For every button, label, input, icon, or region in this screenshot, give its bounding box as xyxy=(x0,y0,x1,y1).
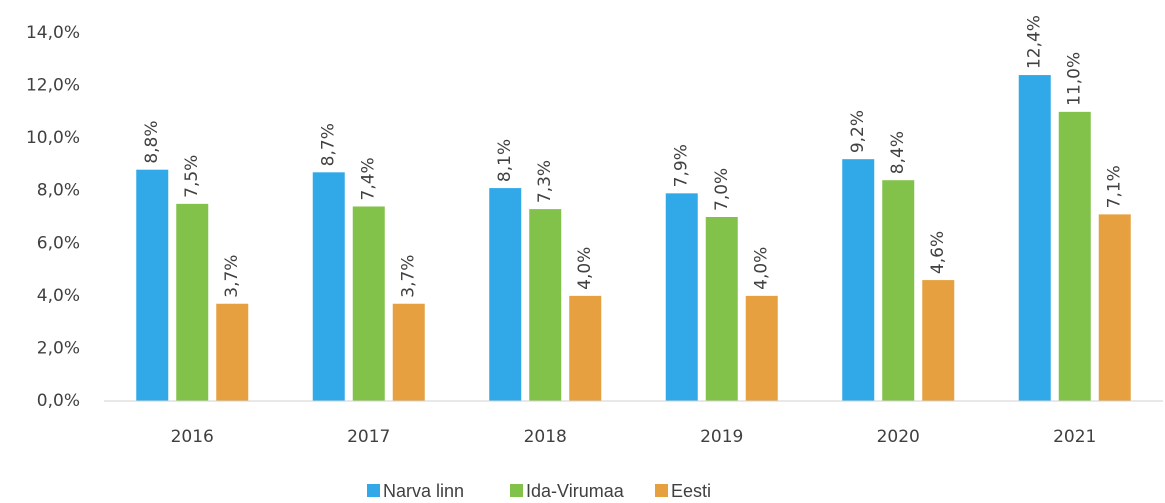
bar xyxy=(882,180,915,401)
data-label: 7,0% xyxy=(712,168,732,211)
bar xyxy=(569,295,602,401)
bar xyxy=(136,169,169,401)
bar xyxy=(392,303,425,401)
x-tick-label: 2016 xyxy=(171,427,214,447)
bar xyxy=(665,193,698,401)
x-tick-label: 2019 xyxy=(700,427,743,447)
data-label: 3,7% xyxy=(399,255,419,298)
data-label: 9,2% xyxy=(848,110,868,153)
y-tick-label: 0,0% xyxy=(37,391,80,411)
x-tick-label: 2017 xyxy=(347,427,390,447)
legend-label: Narva linn xyxy=(383,481,464,501)
bar xyxy=(705,217,738,401)
data-label: 11,0% xyxy=(1065,52,1085,106)
y-tick-label: 2,0% xyxy=(37,338,80,358)
bar xyxy=(529,209,562,401)
data-label: 7,1% xyxy=(1105,165,1125,208)
x-tick-label: 2021 xyxy=(1053,427,1096,447)
legend-label: Ida-Virumaa xyxy=(526,481,625,501)
data-label: 3,7% xyxy=(222,255,242,298)
data-label: 4,6% xyxy=(928,231,948,274)
legend-label: Eesti xyxy=(671,481,711,501)
data-label: 8,8% xyxy=(142,120,162,163)
data-label: 8,1% xyxy=(495,139,515,182)
y-tick-label: 8,0% xyxy=(37,181,80,201)
data-label: 4,0% xyxy=(575,247,595,290)
y-tick-label: 14,0% xyxy=(26,23,80,43)
x-tick-label: 2018 xyxy=(524,427,567,447)
legend-swatch xyxy=(510,484,523,497)
bar xyxy=(489,188,522,401)
data-label: 7,4% xyxy=(359,157,379,200)
y-tick-label: 4,0% xyxy=(37,286,80,306)
bar xyxy=(1098,214,1131,401)
data-label: 7,3% xyxy=(535,160,555,203)
bar xyxy=(922,280,955,401)
y-tick-label: 6,0% xyxy=(37,233,80,253)
legend-swatch xyxy=(655,484,668,497)
data-label: 8,4% xyxy=(888,131,908,174)
data-label: 12,4% xyxy=(1025,15,1045,69)
bar xyxy=(1058,111,1091,401)
x-tick-label: 2020 xyxy=(877,427,920,447)
bar xyxy=(1018,75,1051,402)
bar xyxy=(216,303,249,401)
legend-swatch xyxy=(367,484,380,497)
data-label: 7,5% xyxy=(182,155,202,198)
bar xyxy=(176,203,209,401)
y-tick-label: 10,0% xyxy=(26,128,80,148)
data-label: 8,7% xyxy=(319,123,339,166)
data-label: 7,9% xyxy=(672,144,692,187)
data-label: 4,0% xyxy=(752,247,772,290)
bar xyxy=(352,206,385,401)
bar xyxy=(842,159,875,401)
bar xyxy=(312,172,345,401)
bar xyxy=(745,295,778,401)
y-tick-label: 12,0% xyxy=(26,76,80,96)
